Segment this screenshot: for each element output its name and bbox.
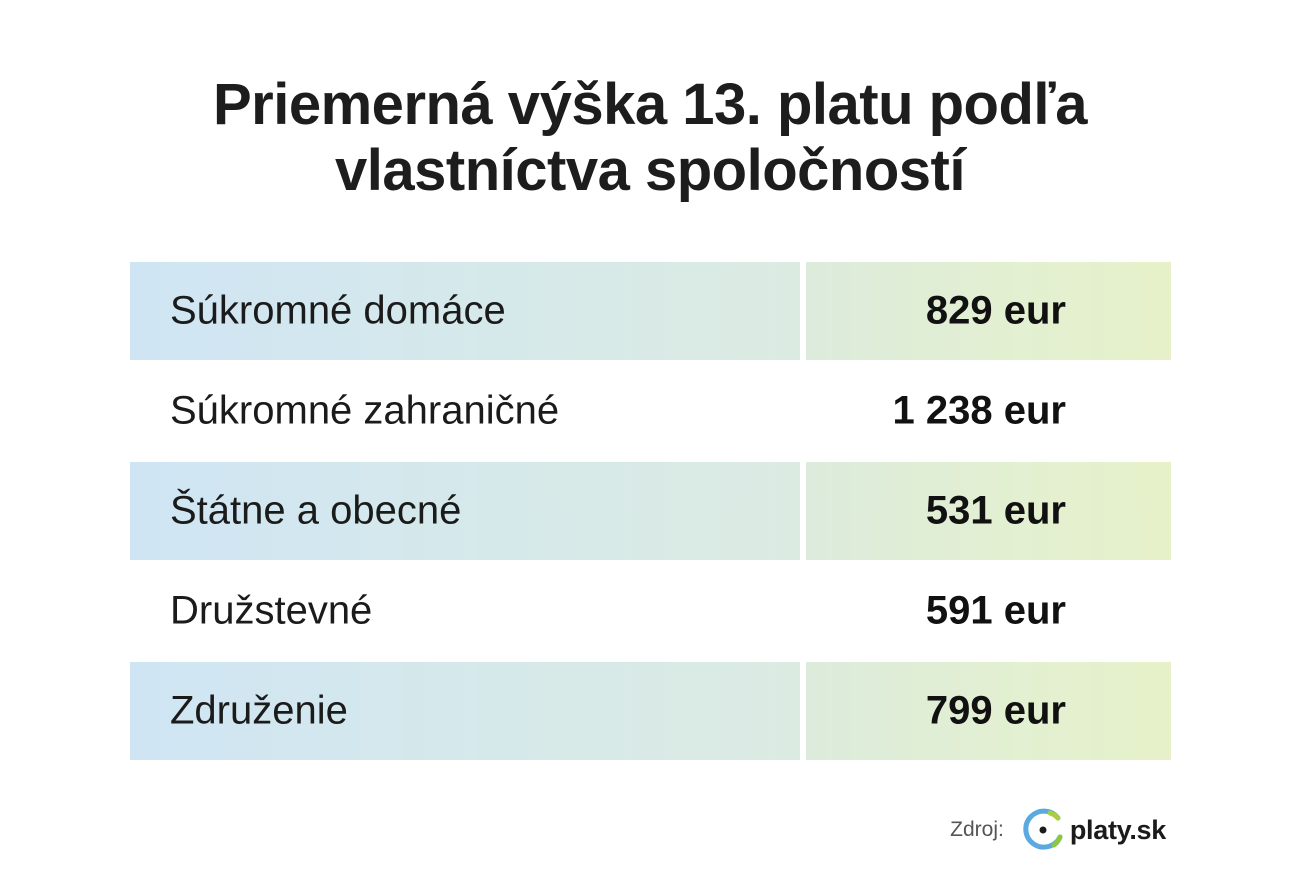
table-row: Štátne a obecné 531 eur	[130, 462, 1171, 560]
row-value-cell: 591 eur	[806, 562, 1171, 660]
row-label: Súkromné domáce	[170, 288, 506, 333]
page-title: Priemerná výška 13. platu podľa vlastníc…	[0, 72, 1300, 204]
row-label: Štátne a obecné	[170, 488, 462, 533]
page-title-line-1: Priemerná výška 13. platu podľa	[212, 72, 1088, 137]
table-row: Súkromné domáce 829 eur	[130, 262, 1171, 360]
row-value-cell: 1 238 eur	[806, 362, 1171, 460]
cell-divider	[800, 662, 806, 760]
row-label-cell: Súkromné domáce	[130, 262, 800, 360]
row-label: Súkromné zahraničné	[170, 388, 560, 433]
row-label-cell: Združenie	[130, 662, 800, 760]
platy-logo-icon	[1020, 807, 1070, 853]
row-label-cell: Súkromné zahraničné	[130, 362, 800, 460]
row-label-cell: Štátne a obecné	[130, 462, 800, 560]
row-value: 799 eur	[925, 688, 1066, 733]
row-label-cell: Družstevné	[130, 562, 800, 660]
platy-logo-link[interactable]: platy.sk	[1020, 807, 1166, 853]
source-label: Zdroj:	[950, 818, 1004, 841]
page-title-line-2: vlastníctva spoločností	[335, 138, 965, 203]
cell-divider	[800, 462, 806, 560]
row-value-cell: 799 eur	[806, 662, 1171, 760]
table-row: Súkromné zahraničné 1 238 eur	[130, 362, 1171, 460]
cell-divider	[800, 562, 806, 660]
row-value-cell: 829 eur	[806, 262, 1171, 360]
row-value-cell: 531 eur	[806, 462, 1171, 560]
row-label: Družstevné	[170, 588, 373, 633]
table-row: Družstevné 591 eur	[130, 562, 1171, 660]
row-value: 829 eur	[925, 288, 1066, 333]
cell-divider	[800, 362, 806, 460]
row-value: 531 eur	[925, 488, 1066, 533]
row-value: 591 eur	[925, 588, 1066, 633]
row-label: Združenie	[170, 688, 348, 733]
row-value: 1 238 eur	[892, 388, 1066, 433]
cell-divider	[800, 262, 806, 360]
source-attribution: Zdroj: platy.sk	[950, 806, 1166, 854]
platy-logo-text: platy.sk	[1069, 814, 1166, 845]
table-row: Združenie 799 eur	[130, 662, 1171, 760]
salary-table: Súkromné domáce 829 eur Súkromné zahrani…	[130, 262, 1171, 762]
